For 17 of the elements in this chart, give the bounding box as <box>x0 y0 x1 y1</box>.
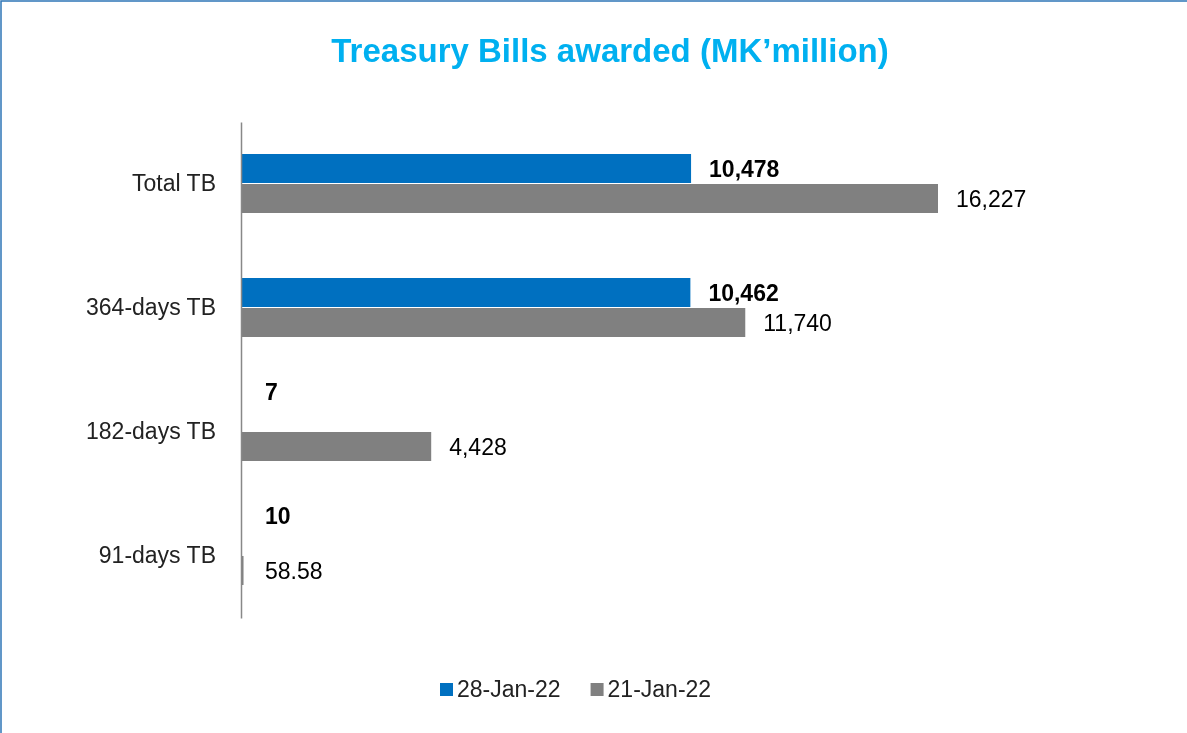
y-tick-label: 364-days TB <box>86 294 216 321</box>
y-tick-label: Total TB <box>132 170 216 197</box>
y-tick-label: 182-days TB <box>86 418 216 445</box>
data-label: 11,740 <box>763 310 832 336</box>
chart-title: Treasury Bills awarded (MK’million) <box>331 32 889 69</box>
data-label: 7 <box>265 379 278 405</box>
bar <box>241 154 692 183</box>
data-label: 58.58 <box>265 558 323 584</box>
data-label: 10,462 <box>708 280 779 306</box>
legend-label: 28-Jan-22 <box>457 676 561 702</box>
data-label: 4,428 <box>449 434 507 460</box>
data-label: 10 <box>265 503 291 529</box>
y-tick-label: 91-days TB <box>98 542 216 569</box>
bar <box>241 278 691 307</box>
data-label: 10,478 <box>709 156 780 182</box>
legend-label: 21-Jan-22 <box>607 676 712 702</box>
data-label: 16,227 <box>956 186 1027 212</box>
